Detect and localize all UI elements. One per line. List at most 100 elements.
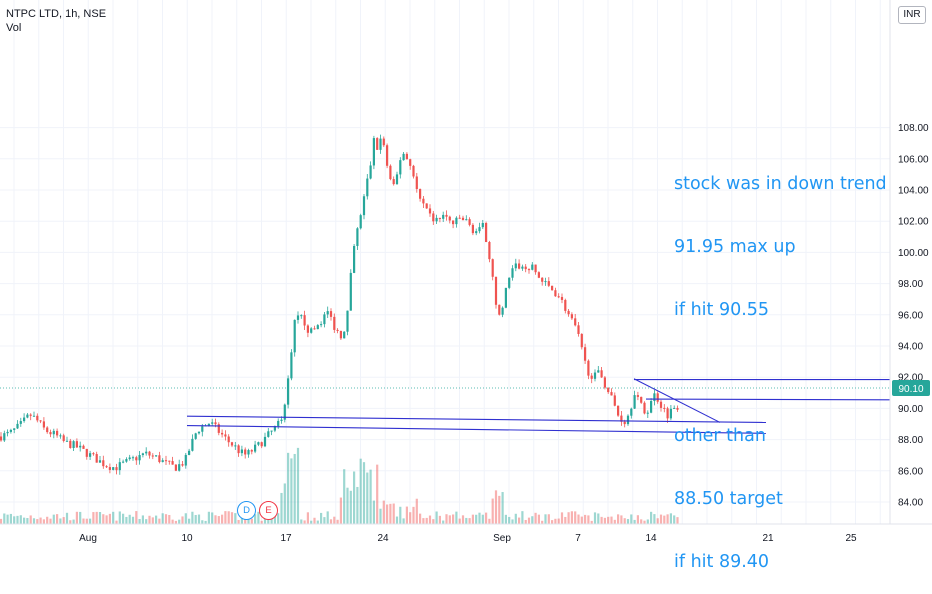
volume-bar (659, 514, 663, 524)
volume-bar (227, 511, 230, 524)
candle-body (254, 444, 257, 452)
volume-bar (277, 513, 280, 524)
trendlines[interactable] (186, 378, 891, 434)
volume-bar (320, 512, 323, 524)
volume-bar (26, 518, 29, 524)
candle-body (72, 441, 75, 448)
volume-bar (399, 506, 402, 524)
candle-body (310, 328, 313, 333)
candle-body (646, 412, 649, 414)
candle-body (560, 296, 564, 300)
volume-bar (640, 519, 643, 524)
trendline[interactable] (186, 425, 767, 434)
volume-bar (39, 517, 42, 524)
volume-bar (125, 516, 128, 524)
volume-bar (316, 520, 319, 524)
volume-bar (669, 513, 672, 524)
candle-body (494, 276, 498, 305)
price-chart[interactable]: 84.00 86.00 88.00 90.00 92.00 94.00 96.00 98.00… (0, 0, 932, 550)
vertical-grid (13, 0, 881, 524)
volume-bar (494, 490, 498, 524)
candle-body (485, 223, 488, 243)
time-axis[interactable]: Aug 10 17 24 Sep 7 14 21 25 (79, 533, 857, 544)
currency-badge[interactable]: INR (898, 6, 926, 24)
candle-body (306, 325, 309, 333)
candle-body (9, 429, 12, 432)
price-tick-label: 108.00 (898, 123, 929, 134)
volume-bar (46, 516, 49, 524)
candle-body (217, 424, 220, 433)
candle-body (277, 420, 280, 427)
volume-bar (336, 519, 339, 524)
annotation-line (674, 363, 887, 384)
candle-body (600, 370, 603, 378)
volume-bar (155, 515, 158, 524)
volume-bar (174, 520, 177, 524)
candle-body (148, 451, 151, 456)
volume-bar (270, 515, 273, 524)
time-tick-label: 7 (575, 533, 581, 544)
volume-bar (395, 516, 399, 524)
volume-bar (214, 515, 217, 524)
volume-bar (323, 517, 326, 524)
candle-body (0, 436, 3, 441)
candle-body (105, 466, 108, 468)
volume-bar (9, 513, 12, 524)
volume-bar (498, 495, 501, 524)
time-tick-label: 14 (645, 533, 657, 544)
volume-bar (475, 514, 478, 524)
trendline[interactable] (633, 378, 721, 423)
volume-bar (313, 517, 316, 524)
volume-bar (310, 520, 313, 524)
volume-bar (527, 517, 531, 524)
candle-body (260, 442, 263, 447)
candle-body (455, 217, 458, 225)
volume-bar (422, 518, 425, 524)
candle-body (524, 266, 527, 270)
candle-body (498, 304, 501, 315)
candle-body (577, 325, 580, 334)
candle-body (52, 430, 55, 435)
trendline[interactable] (645, 398, 891, 401)
volume-bar (428, 515, 432, 524)
candle-body (191, 438, 194, 451)
last-price-value: 90.10 (898, 384, 923, 395)
trendline[interactable] (186, 415, 767, 423)
candle-body (102, 460, 105, 467)
symbol-legend[interactable]: NTPC LTD, 1h, NSE (6, 8, 107, 20)
candle-body (650, 401, 653, 413)
volume-bar (254, 514, 257, 524)
volume-bar (504, 514, 507, 524)
price-axis[interactable]: 84.00 86.00 88.00 90.00 92.00 94.00 96.00 98.00… (898, 123, 929, 508)
text-annotation[interactable]: stock was in down trend 91.95 max up if … (674, 132, 887, 594)
candle-body (597, 370, 600, 373)
volume-legend[interactable]: Vol (6, 22, 22, 34)
volume-bar (283, 483, 286, 524)
candle-body (19, 421, 22, 424)
candle-body (247, 450, 250, 455)
volume-bar (59, 518, 62, 524)
volume-bar (188, 518, 191, 524)
volume-bar (339, 497, 342, 524)
volume-bar (148, 515, 151, 524)
volume-bar (161, 513, 164, 524)
candle-body (574, 318, 577, 326)
volume-bar (300, 519, 303, 524)
candle-body (547, 281, 550, 286)
candle-body (386, 145, 389, 166)
volume-bar (537, 514, 540, 524)
volume-bar (131, 516, 135, 524)
candle-body (620, 415, 623, 422)
candle-body (481, 223, 484, 228)
candle-body (537, 272, 540, 278)
candle-body (273, 426, 276, 431)
volume-bar (326, 511, 329, 524)
volume-bar (590, 520, 593, 524)
earnings-event-marker[interactable]: E (259, 501, 278, 520)
price-tick-label: 98.00 (898, 279, 923, 290)
candle-body (214, 422, 217, 425)
price-tick-label: 84.00 (898, 498, 923, 509)
dividend-event-marker[interactable]: D (237, 501, 256, 520)
volume-bar (306, 512, 309, 524)
candle-body (511, 268, 514, 278)
